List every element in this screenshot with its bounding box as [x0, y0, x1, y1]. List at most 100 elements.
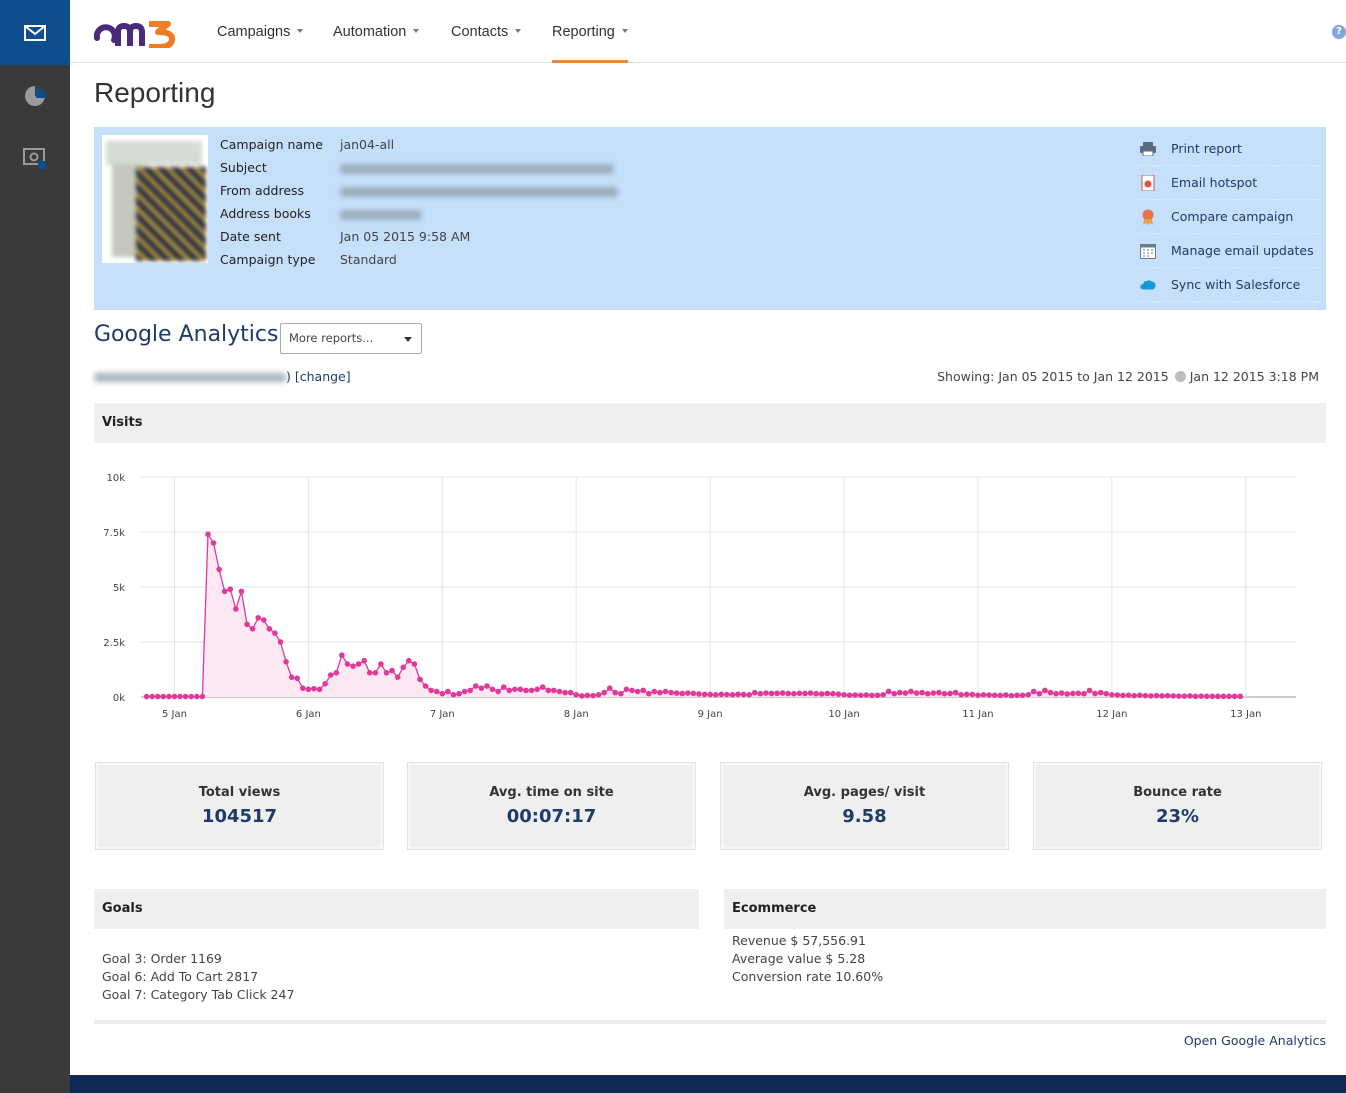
visits-point	[433, 688, 440, 695]
visits-point	[986, 692, 992, 698]
visits-point	[863, 692, 870, 698]
sidebar-item-monitor[interactable]	[0, 127, 70, 189]
visits-point	[472, 683, 479, 689]
ga-profile-redacted	[94, 373, 286, 382]
more-reports-select[interactable]: More reports...	[280, 323, 422, 354]
visits-point	[484, 683, 490, 689]
visits-point	[1215, 693, 1221, 700]
sync-salesforce-link[interactable]: Sync with Salesforce	[1137, 268, 1320, 302]
manage-email-updates-link[interactable]: Manage email updates	[1137, 234, 1320, 268]
pie-chart-icon	[25, 86, 46, 106]
visits-point	[885, 688, 892, 695]
date-range-info: Showing: Jan 05 2015 to Jan 12 2015 Jan 1…	[937, 369, 1319, 384]
visits-point	[830, 690, 836, 697]
visits-point	[802, 690, 808, 697]
visits-point	[640, 687, 646, 694]
visits-point	[456, 690, 462, 697]
visits-point	[696, 691, 702, 697]
campaign-info-panel: Campaign name jan04-all Subject From add…	[94, 127, 1326, 310]
sidebar-item-reports[interactable]	[0, 65, 70, 127]
metric-bounce-rate: Bounce rate 23%	[1033, 762, 1322, 850]
compare-campaign-link[interactable]: Compare campaign	[1137, 200, 1320, 234]
nav-contacts[interactable]: Contacts	[451, 0, 522, 63]
visits-point	[824, 690, 831, 697]
action-label: Compare campaign	[1171, 209, 1294, 224]
nav-reporting-label: Reporting	[552, 24, 615, 40]
more-reports-value: More reports...	[289, 331, 374, 345]
visits-point	[556, 688, 563, 695]
visits-point	[366, 670, 373, 676]
ga-title: Google Analytics	[94, 322, 279, 347]
ecommerce-header: Ecommerce	[724, 889, 1326, 929]
visits-point	[300, 685, 306, 691]
visits-point	[891, 690, 898, 697]
nav-automation[interactable]: Automation	[333, 0, 420, 63]
visits-point	[221, 588, 228, 595]
nav-campaigns[interactable]: Campaigns	[217, 0, 304, 63]
visits-point	[791, 690, 797, 697]
visits-point	[835, 691, 842, 697]
ecommerce-line: Conversion rate 10.60%	[732, 969, 884, 984]
change-profile-link[interactable]: [change]	[294, 369, 351, 384]
visits-point	[679, 690, 686, 697]
visits-point	[701, 691, 708, 698]
visits-point	[238, 588, 245, 595]
visits-point	[1092, 690, 1098, 697]
visits-point	[629, 687, 635, 694]
x-tick-label: 6 Jan	[296, 709, 321, 720]
visits-point	[389, 667, 395, 674]
visits-chart-svg: 0k 2.5k 5k 7.5k 10k 5 Jan 6 Jan 7 Jan 8 Jan 9 Jan…	[103, 473, 1296, 720]
visits-point	[757, 690, 764, 697]
visits-header: Visits	[94, 403, 1326, 443]
visits-point	[1142, 692, 1149, 699]
visits-point	[534, 686, 540, 693]
visits-point	[618, 690, 624, 697]
info-label: Campaign type	[220, 252, 316, 267]
sidebar-item-email[interactable]	[0, 0, 70, 65]
visits-point	[233, 606, 239, 612]
visits-point	[394, 674, 401, 680]
visits-point	[500, 684, 507, 690]
visits-point	[735, 691, 741, 698]
visits-point	[322, 681, 328, 687]
ga-profile-line: ) [change]	[94, 369, 351, 384]
visits-point	[283, 659, 289, 665]
visits-point	[517, 686, 524, 693]
visits-point	[1148, 693, 1154, 699]
help-icon[interactable]: ?	[1332, 25, 1346, 39]
visits-point	[941, 690, 948, 697]
visits-point	[199, 693, 206, 700]
visits-point	[1237, 693, 1244, 700]
x-tick-label: 7 Jan	[430, 709, 455, 720]
nav-reporting[interactable]: Reporting	[552, 0, 628, 63]
visits-point	[919, 689, 925, 696]
visits-point	[417, 676, 423, 683]
visits-point	[975, 692, 981, 699]
visits-point	[841, 692, 847, 698]
open-google-analytics-link[interactable]: Open Google Analytics	[1183, 1033, 1326, 1048]
visits-point	[1231, 693, 1238, 700]
visits-point	[1103, 690, 1110, 697]
x-tick-label: 11 Jan	[962, 709, 993, 720]
visits-point	[1226, 693, 1232, 700]
showing-range: Showing: Jan 05 2015 to Jan 12 2015	[937, 369, 1169, 384]
visits-point	[685, 690, 691, 696]
visits-point	[143, 693, 150, 700]
visits-point	[612, 689, 619, 696]
visits-point	[428, 687, 434, 694]
visits-point	[210, 540, 217, 546]
last-updated: Jan 12 2015 3:18 PM	[1189, 369, 1319, 384]
visits-line	[146, 532, 1241, 698]
visits-point	[311, 685, 317, 692]
campaign-thumbnail[interactable]	[102, 135, 208, 263]
visits-point	[818, 691, 825, 697]
om3-logo[interactable]: om3	[94, 18, 178, 48]
info-value: jan04-all	[340, 137, 395, 152]
email-hotspot-link[interactable]: Email hotspot	[1137, 166, 1320, 200]
visits-point	[690, 690, 697, 697]
visits-point	[707, 691, 713, 698]
visits-point	[645, 690, 652, 697]
visits-point	[718, 691, 725, 698]
visits-point	[785, 690, 792, 697]
print-report-link[interactable]: Print report	[1137, 132, 1320, 166]
